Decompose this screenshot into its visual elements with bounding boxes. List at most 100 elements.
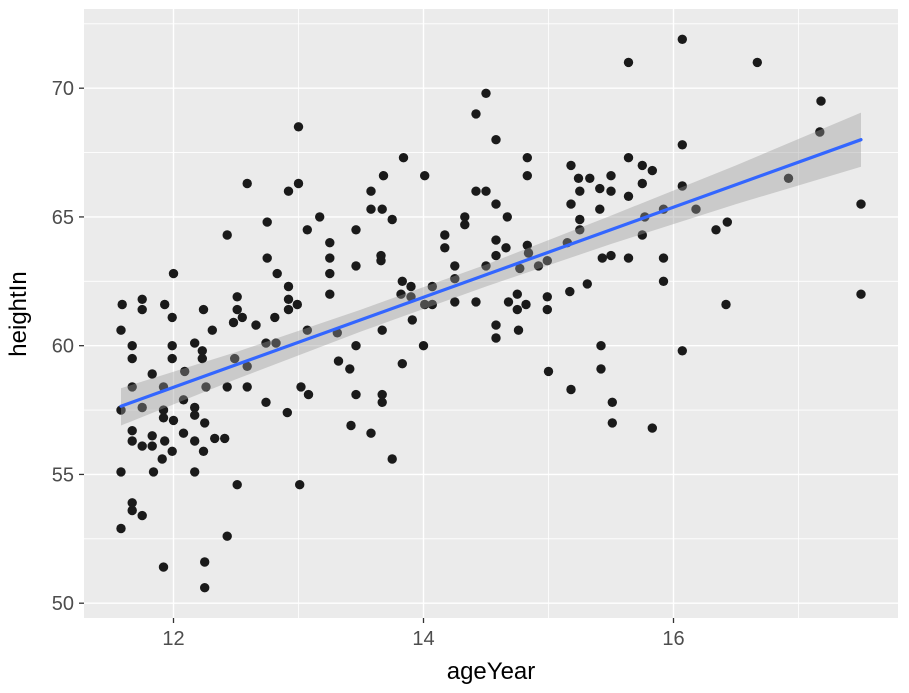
data-point (158, 562, 169, 572)
y-tick-label: 60 (52, 336, 74, 358)
data-point (127, 382, 137, 392)
data-point (351, 225, 361, 235)
data-point (397, 276, 407, 286)
data-point (606, 186, 616, 196)
data-point (148, 467, 159, 477)
data-point (147, 441, 157, 451)
data-point (396, 289, 406, 299)
data-point (197, 353, 207, 364)
data-point (302, 325, 312, 335)
data-point (407, 315, 417, 325)
data-point (200, 583, 210, 593)
data-point (533, 261, 544, 271)
data-point (137, 294, 147, 304)
data-point (406, 292, 416, 302)
data-point (491, 135, 501, 145)
data-point (167, 446, 177, 456)
data-point (691, 204, 701, 214)
data-point (116, 405, 126, 415)
data-point (147, 431, 157, 441)
data-point (200, 418, 210, 428)
data-point (261, 338, 271, 348)
data-point (296, 382, 306, 392)
data-point (815, 127, 825, 137)
data-point (303, 389, 314, 400)
data-point (178, 395, 189, 405)
data-point (783, 173, 794, 183)
data-point (230, 353, 240, 364)
data-point (440, 243, 450, 253)
data-point (242, 382, 252, 392)
data-point (351, 389, 361, 400)
data-point (262, 253, 272, 263)
data-point (210, 433, 220, 444)
data-point (167, 312, 177, 323)
data-point (351, 261, 361, 271)
data-point (481, 261, 491, 271)
data-point (190, 467, 200, 477)
data-point (190, 338, 200, 348)
data-point (251, 320, 261, 330)
data-point (677, 34, 687, 44)
data-point (222, 531, 232, 541)
x-tick-label: 16 (662, 628, 684, 650)
data-point (272, 268, 282, 279)
data-point (522, 171, 532, 181)
data-point (460, 220, 470, 230)
data-point (198, 446, 209, 456)
data-point (292, 299, 302, 310)
data-point (220, 433, 230, 444)
data-point (543, 366, 554, 377)
data-point (207, 325, 217, 335)
data-point (406, 281, 416, 292)
data-point (127, 498, 137, 508)
data-point (595, 204, 605, 214)
data-point (575, 186, 585, 196)
data-point (542, 292, 552, 302)
data-point (450, 297, 460, 307)
data-point (158, 413, 169, 423)
data-point (575, 214, 585, 225)
data-point (232, 292, 242, 302)
data-point (522, 153, 532, 163)
data-point (596, 341, 606, 351)
data-point (167, 353, 177, 364)
data-point (606, 250, 616, 261)
data-point (147, 369, 157, 379)
data-point (198, 304, 209, 315)
data-point (242, 178, 252, 189)
data-point (387, 454, 397, 464)
plot-panel (84, 9, 898, 618)
data-point (542, 256, 552, 266)
data-point (491, 320, 501, 330)
data-point (397, 359, 407, 369)
data-point (127, 505, 137, 516)
data-point (565, 286, 575, 297)
trend-line (119, 138, 863, 408)
y-axis-title: heightIn (5, 271, 32, 356)
data-point (197, 346, 207, 356)
data-point (283, 186, 294, 196)
data-point (721, 299, 731, 310)
data-point (232, 480, 242, 490)
data-point (377, 204, 387, 214)
data-point (377, 397, 387, 407)
data-point (283, 281, 294, 292)
data-point (722, 217, 732, 227)
data-point (816, 96, 826, 106)
data-point (481, 186, 491, 196)
data-point (607, 418, 617, 428)
data-point (178, 428, 189, 438)
data-point (503, 297, 514, 307)
data-point (232, 304, 242, 315)
data-point (450, 274, 460, 284)
data-point (377, 325, 387, 335)
data-point (293, 178, 304, 189)
data-point (585, 173, 595, 183)
data-point (450, 261, 460, 271)
data-point (116, 523, 126, 534)
data-point (521, 299, 531, 310)
data-point (137, 304, 147, 315)
y-tick-label: 50 (52, 593, 74, 615)
